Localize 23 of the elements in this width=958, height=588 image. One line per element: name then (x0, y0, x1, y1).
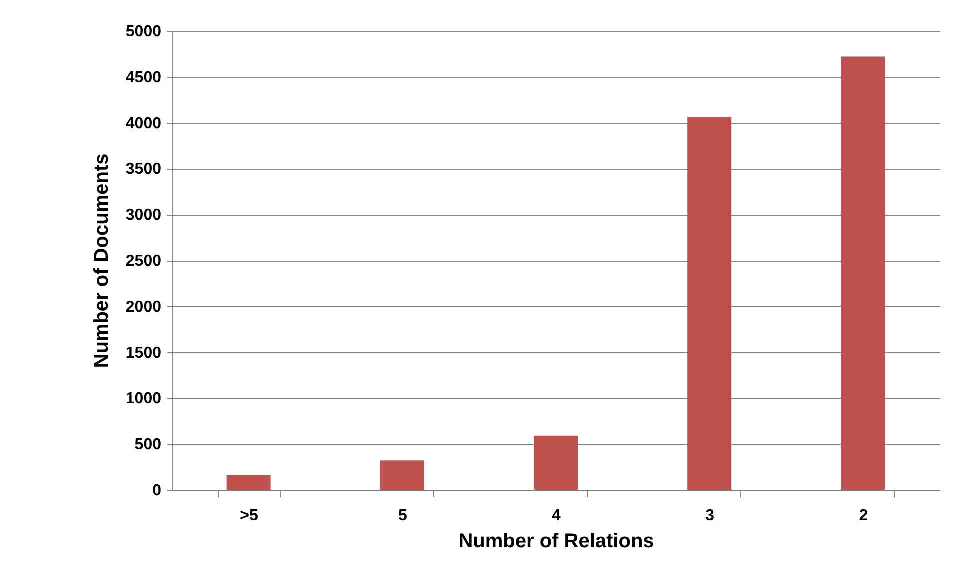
y-tick-label: 1000 (126, 390, 162, 408)
y-tick-label: 4000 (126, 115, 162, 132)
y-tick-label: 1500 (126, 344, 162, 362)
x-tick-label: 4 (552, 508, 562, 524)
y-tick-label: 0 (152, 482, 162, 500)
bar (841, 56, 886, 490)
y-tick-label: 4500 (126, 69, 162, 86)
y-tick-label: 2000 (126, 298, 162, 316)
bar (688, 117, 732, 490)
bar (534, 436, 578, 490)
bar (226, 475, 271, 490)
y-tick-label: 2500 (126, 253, 162, 270)
x-tick-label: 2 (859, 508, 868, 524)
x-tick-label: 5 (398, 508, 408, 524)
x-axis-title: Number of Relations (458, 530, 654, 552)
bar (380, 460, 424, 490)
x-tick-label: 3 (706, 508, 715, 524)
x-tick-label: >5 (240, 508, 259, 524)
y-axis-title: Number of Documents (90, 154, 113, 368)
y-tick-label: 3500 (126, 161, 162, 178)
y-tick-label: 5000 (126, 24, 162, 40)
y-tick-label: 500 (134, 436, 162, 454)
y-tick-label: 3000 (126, 207, 162, 224)
